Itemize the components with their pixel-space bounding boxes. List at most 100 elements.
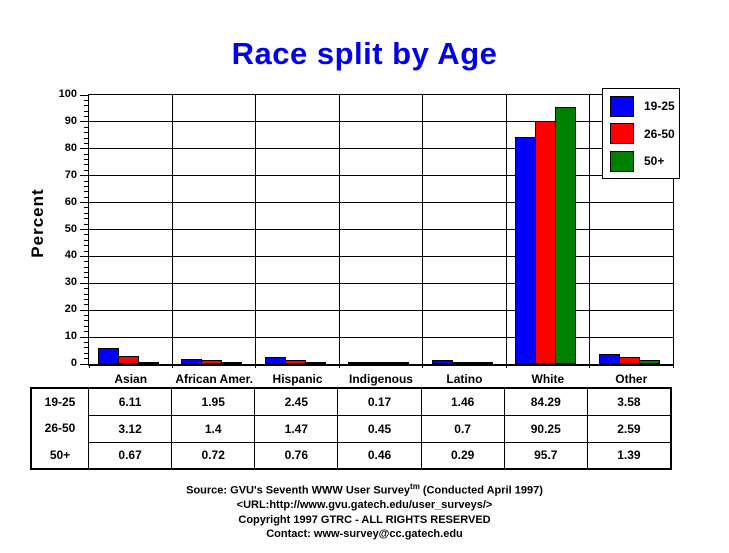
- y-minor-tick: [84, 288, 88, 290]
- x-tick: [255, 364, 257, 368]
- x-tick: [672, 364, 674, 368]
- y-minor-tick: [84, 358, 88, 360]
- bar-50+: [471, 362, 493, 364]
- y-minor-tick: [84, 159, 88, 161]
- h-gridline: [89, 121, 673, 123]
- y-minor-tick: [84, 234, 88, 236]
- x-tick: [338, 364, 340, 368]
- y-minor-tick: [84, 110, 88, 112]
- y-minor-tick: [84, 196, 88, 198]
- bar-26-50: [535, 121, 557, 364]
- footer-copyright-line: Copyright 1997 GTRC - ALL RIGHTS RESERVE…: [238, 513, 491, 526]
- footer-source-date: (Conducted April 1997): [419, 484, 543, 497]
- table-cell: 2.59: [586, 415, 670, 442]
- y-minor-tick: [84, 164, 88, 166]
- legend-item: 50+: [610, 150, 679, 172]
- y-tick-label: 80: [64, 141, 77, 154]
- v-gridline: [589, 95, 591, 364]
- y-minor-tick: [84, 325, 88, 327]
- bar-26-50: [618, 357, 640, 364]
- legend-item: 26-50: [610, 123, 679, 144]
- legend-swatch: [610, 150, 634, 172]
- y-minor-tick: [84, 132, 88, 134]
- y-minor-tick: [84, 239, 88, 241]
- y-tick-label: 100: [58, 88, 77, 100]
- bar-19-25: [431, 360, 453, 364]
- table-cell: 1.46: [420, 389, 504, 416]
- y-tick-label: 30: [64, 276, 77, 289]
- y-minor-tick: [84, 250, 88, 252]
- y-minor-tick: [84, 169, 88, 171]
- x-category-label: Hispanic: [272, 372, 323, 386]
- x-tick: [589, 364, 591, 368]
- legend-label: 50+: [644, 154, 665, 168]
- y-minor-tick: [84, 105, 88, 107]
- y-major-tick: [80, 255, 88, 257]
- y-tick-label: 0: [70, 357, 77, 369]
- bar-50+: [221, 362, 243, 364]
- table-cell: 84.29: [503, 389, 587, 416]
- x-tick: [88, 364, 90, 368]
- table-cell: 0.29: [420, 441, 504, 468]
- table-cell: 1.95: [171, 389, 254, 416]
- y-tick-label: 40: [64, 249, 77, 262]
- v-gridline: [171, 95, 173, 364]
- footer: Source: GVU's Seventh WWW User Surveytm …: [0, 480, 729, 542]
- y-minor-tick: [84, 223, 88, 225]
- table-cell: 0.72: [171, 441, 255, 468]
- y-major-tick: [80, 229, 88, 230]
- y-minor-tick: [84, 142, 88, 144]
- table-row-label: 26-50: [44, 421, 76, 436]
- v-gridline: [505, 95, 507, 364]
- v-gridline: [338, 95, 340, 364]
- table-row-label: 19-25: [44, 395, 76, 410]
- y-major-tick: [80, 309, 88, 311]
- bar-26-50: [284, 360, 306, 364]
- y-minor-tick: [84, 293, 88, 295]
- y-minor-tick: [84, 191, 88, 193]
- v-gridline: [255, 95, 257, 364]
- table-cell: 90.25: [503, 415, 587, 442]
- legend: 19-25 26-50 50+: [602, 88, 680, 179]
- y-major-tick: [80, 282, 88, 284]
- x-tick: [505, 364, 507, 368]
- h-gridline: [89, 336, 673, 338]
- table-cell: 0.7: [420, 415, 504, 442]
- y-minor-tick: [84, 218, 88, 220]
- y-major-tick: [80, 148, 88, 150]
- y-minor-tick: [84, 207, 88, 209]
- legend-label: 26-50: [644, 126, 675, 141]
- h-gridline: [89, 255, 673, 257]
- y-major-tick: [80, 175, 88, 177]
- v-gridline: [422, 95, 424, 364]
- bar-19-25: [598, 354, 620, 364]
- y-major-tick: [80, 202, 88, 204]
- bar-50+: [304, 362, 326, 364]
- bar-50+: [138, 362, 159, 364]
- table-cell: 0.45: [337, 415, 421, 442]
- footer-source-line: Source: GVU's Seventh WWW User Surveytm …: [0, 480, 729, 498]
- bar-19-25: [181, 359, 203, 364]
- bar-50+: [388, 362, 410, 364]
- bar-26-50: [118, 356, 139, 364]
- h-gridline: [89, 148, 673, 150]
- x-category-label: Latino: [446, 372, 483, 386]
- table-cell: 1.47: [254, 415, 338, 442]
- x-category-label: White: [531, 372, 565, 386]
- y-tick-label: 20: [64, 303, 77, 316]
- y-minor-tick: [84, 341, 88, 343]
- table-cell: 3.12: [88, 415, 172, 442]
- table-cell: 2.45: [254, 389, 337, 416]
- chart-title: Race split by Age: [231, 36, 498, 71]
- footer-url-line: <URL:http://www.gvu.gatech.edu/user_surv…: [236, 499, 493, 512]
- bar-19-25: [348, 362, 370, 364]
- bar-26-50: [368, 362, 390, 364]
- legend-swatch: [610, 95, 634, 117]
- table-cell: 1.4: [171, 415, 255, 442]
- plot-area: 0 10 20 30 40 50 60 70 80 90 100 Asian African Amer.…: [59, 88, 674, 386]
- legend-item: 19-25: [610, 95, 679, 117]
- y-minor-tick: [84, 212, 88, 214]
- y-minor-tick: [84, 126, 88, 128]
- tm-superscript: tm: [410, 482, 420, 491]
